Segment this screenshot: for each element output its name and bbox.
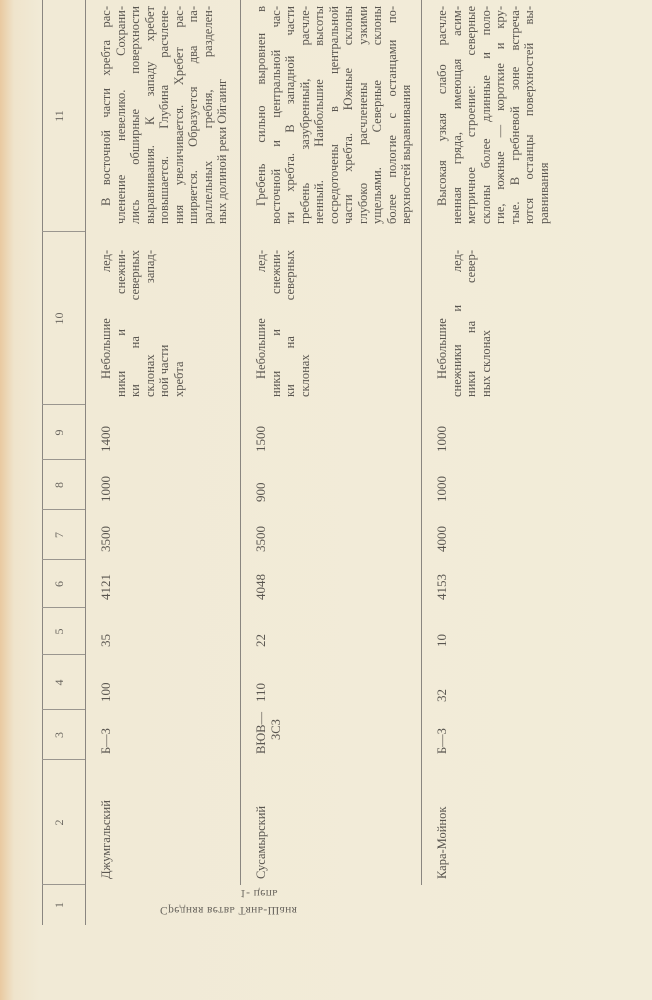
relief-description: Гребень сильно выровнен в восточной и цен… [254, 6, 414, 224]
text-line: ной части [157, 344, 171, 397]
text-line: Небольшие лед- [254, 250, 268, 379]
text-line: ники и снежни- [113, 250, 128, 397]
orientation-line: Б—З [99, 728, 113, 754]
text-line: ширяется. Образуется два па- [186, 6, 200, 224]
value-c9: 1400 [98, 426, 113, 452]
value-c6: 4048 [253, 574, 268, 600]
text-line: глубоко расчленены узкими [355, 6, 370, 224]
text-line: верхностей выравнивания [399, 84, 413, 224]
text-line: метричное строение: северные [464, 6, 478, 224]
text-line: выравнивания. К западу хребет [142, 6, 157, 224]
orientation-line: Б—З [435, 728, 449, 754]
text-line: склоны более длинные и поло- [478, 6, 493, 224]
text-line: ки на северных [128, 250, 142, 397]
value-c8: 900 [253, 482, 268, 503]
column-number: 8 [52, 482, 66, 488]
glaciation-description: Небольшие лед-ники и снежни-ки на северн… [99, 250, 186, 397]
text-line: Небольшие [435, 318, 449, 379]
value-c7: 3500 [253, 526, 268, 552]
text-line: членение невелико. Сохрани- [113, 6, 128, 224]
text-line: ники на север- [464, 250, 478, 397]
orientation-line: ВЮВ— [254, 711, 268, 754]
text-line: гие, южные — короткие и кру- [493, 6, 507, 224]
text-line: равнивания [536, 162, 551, 225]
text-line: ущельями. Северные склоны [370, 6, 384, 224]
column-number: 5 [52, 628, 66, 635]
text-line: ных склонах [478, 329, 493, 397]
text-line: сосредоточены в центральной [326, 6, 341, 224]
text-line: снежники и лед- [449, 250, 464, 397]
column-number: 11 [52, 110, 66, 122]
text-line: ки на северных [283, 250, 297, 397]
column-number: 4 [52, 679, 66, 686]
column-number: 9 [52, 429, 66, 436]
text-line: тые. В гребневой зоне встреча- [507, 6, 522, 224]
orientation-line: ЗСЗ [268, 719, 283, 740]
value-c4: 110 [253, 682, 268, 702]
text-line: ненная гряда, имеющая асим- [449, 6, 464, 224]
orientation: Б—З [435, 728, 450, 754]
range-name: Кара-Мойнок [435, 806, 449, 879]
text-line: ти хребта. В западной части [283, 6, 297, 224]
column-number: 1 [52, 902, 66, 908]
value-c6: 4121 [98, 574, 113, 600]
range-name: Джумгальский [99, 800, 113, 879]
text-line: лись обширные поверхности [128, 6, 142, 224]
text-line: ных долиной реки Ойгаинг [215, 78, 229, 224]
orientation: Б—З [99, 728, 114, 754]
text-line: гребень зазубренный, расчле- [297, 6, 312, 224]
text-line: ются останцы поверхностей вы- [522, 6, 536, 224]
row-divider [421, 0, 422, 885]
text-line: Небольшие лед- [99, 250, 113, 379]
text-line: В восточной части хребта рас- [99, 6, 113, 206]
text-line: части хребта. Южные склоны [341, 6, 355, 224]
text-line: хребта [171, 361, 186, 397]
range-name: Сусамырский [254, 805, 268, 879]
text-line: более пологие с останцами по- [384, 6, 399, 224]
value-c4: 100 [98, 682, 113, 703]
text-line: повышается. Глубина расчлене- [157, 6, 171, 224]
column-number: 2 [52, 819, 66, 826]
value-c6: 4153 [434, 574, 449, 600]
column-number: 10 [52, 312, 66, 325]
text-line: склонах [297, 354, 312, 397]
relief-description: В восточной части хребта рас-членение не… [99, 6, 230, 224]
value-c8: 1000 [98, 476, 113, 502]
value-c5: 10 [434, 634, 449, 647]
column-number: 6 [52, 581, 66, 587]
text-line: ния увеличивается. Хребет рас- [171, 6, 186, 224]
value-c9: 1000 [434, 426, 449, 452]
text-line: ники и снежни- [268, 250, 283, 397]
text-line: раллельных гребня, разделен- [200, 6, 215, 224]
text-line: склонах запад- [142, 250, 157, 397]
value-c8: 1000 [434, 476, 449, 502]
text-line: Высокая узкая слабо расчле- [435, 6, 449, 206]
relief-description: Высокая узкая слабо расчле-ненная гряда,… [435, 6, 551, 224]
value-c9: 1500 [253, 426, 268, 452]
row-divider [240, 0, 241, 885]
column-number: 7 [52, 532, 66, 538]
column-number: 3 [52, 732, 66, 738]
header-bottom-border [85, 0, 86, 925]
value-c5: 35 [98, 634, 113, 647]
value-c7: 4000 [434, 526, 449, 552]
glaciation-description: Небольшие снежники и лед-ники на север-ны… [435, 250, 493, 397]
value-c7: 3500 [98, 526, 113, 552]
text-line: Гребень сильно выровнен в [254, 6, 268, 206]
value-c5: 22 [253, 634, 268, 647]
header-top-border [42, 0, 43, 925]
text-line: ненный. Наибольшие высоты [312, 6, 326, 224]
value-c4: 32 [434, 689, 449, 702]
glaciation-description: Небольшие лед-ники и снежни-ки на северн… [254, 250, 312, 397]
orientation: ВЮВ— ЗСЗ [254, 712, 283, 754]
text-line: восточной и центральной час- [268, 6, 283, 224]
